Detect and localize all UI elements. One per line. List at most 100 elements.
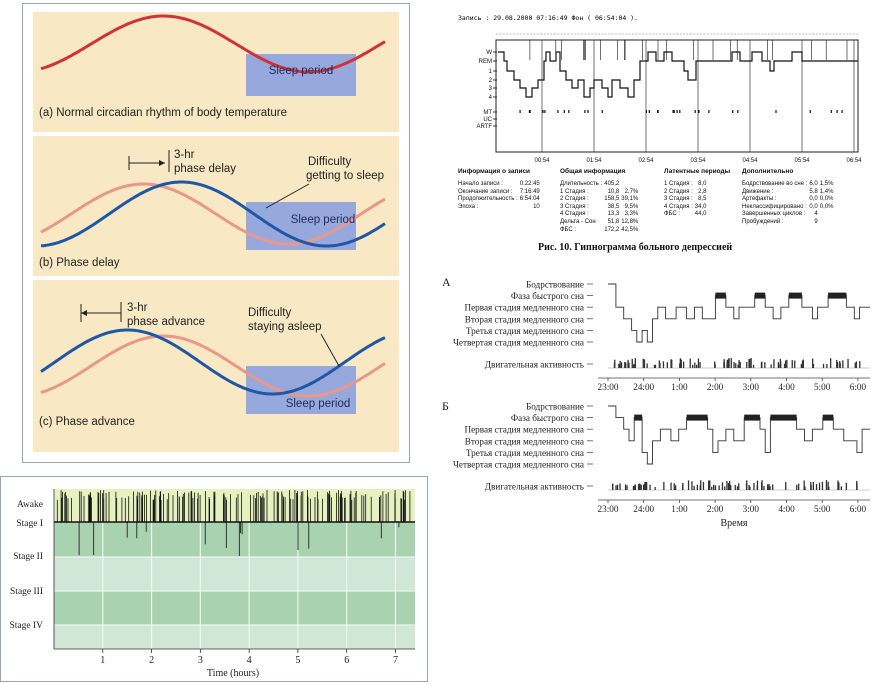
panel-b-activity-bar: [654, 487, 656, 490]
info-cell: [621, 181, 640, 189]
info-cell: 8,5: [698, 196, 707, 203]
info-cell: 6,0: [809, 181, 818, 187]
panel-a-rem-block: [828, 292, 847, 299]
panel-b-stage-label: Бодрствование: [526, 402, 584, 412]
rus-mt-mark: [645, 110, 647, 113]
panel-a-activity-bar: [689, 358, 691, 368]
rus-mt-mark: [830, 110, 832, 113]
info-cell: 3,3%: [624, 211, 639, 218]
rus-mt-mark: [698, 110, 700, 113]
panel-b-x-tick: 1:00: [671, 504, 688, 514]
panel-a-activity-bar: [773, 359, 775, 368]
panel-b-activity-bar: [721, 482, 724, 490]
panel-b-x-tick: 6:00: [850, 504, 867, 514]
latency-section: Латентные периоды 1 Стадия : 8,0 2 Стадия …: [664, 168, 730, 219]
panel-b-activity-bar: [713, 485, 715, 490]
panel-a-rem-block: [788, 292, 802, 299]
panel-b-activity-bar: [663, 481, 665, 490]
panel-b-x-tick: 2:00: [707, 504, 724, 514]
rus-mt-mark: [544, 110, 546, 113]
panel-a-sleep-label: Sleep period: [269, 65, 334, 77]
info-cell: 0:22:45: [519, 181, 540, 187]
panel-b-activity-bar: [675, 485, 677, 490]
panel-a-activity-bar: [791, 360, 793, 368]
panel-a-activity-bar: [738, 360, 740, 368]
rus-mt-mark: [584, 110, 586, 113]
panel-b-activity-bar: [693, 485, 695, 490]
panel-a-activity-bar: [646, 363, 648, 368]
rus-mt-mark: [737, 110, 739, 113]
info-cell: Начало записи :: [458, 181, 503, 187]
panel-b-activity-bar: [632, 486, 635, 490]
rus-y-label: 4: [489, 95, 493, 101]
panel-a-letter: А: [442, 275, 451, 289]
panel-b-activity-bar: [649, 484, 651, 490]
panel-a-activity-bar: [654, 364, 657, 368]
panel-b-x-tick: 4:00: [778, 504, 795, 514]
panel-b-activity-bar: [687, 480, 690, 490]
panel-a-activity-bar: [625, 362, 627, 368]
panel-a-activity-bar: [619, 360, 621, 368]
panel-b-activity-bar: [626, 485, 628, 490]
panel-b-activity-bar: [729, 480, 731, 490]
panel-a-activity-bar: [643, 359, 646, 368]
panel-a-activity-bar: [671, 359, 673, 368]
panel-a-activity-bar: [653, 365, 656, 368]
info-cell: 9: [814, 218, 818, 225]
panel-a-activity-bar: [842, 360, 844, 368]
panel-b-activity-bar: [845, 482, 847, 490]
panel-b-rem-block: [634, 414, 643, 421]
info-row: ФБС : 44,0: [664, 211, 708, 219]
panel-a-activity-bar: [683, 361, 685, 368]
panel-a-activity-bar: [783, 363, 786, 368]
panel-b-letter: Б: [442, 399, 449, 413]
panel-b-shift-label-1: 3-hr: [174, 149, 195, 161]
circadian-chart: Sleep period (a) Normal circadian rhythm…: [33, 12, 399, 452]
info-cell: [820, 219, 836, 227]
info-row: Пробуждений : 9: [742, 219, 835, 227]
extra-table: Бодрствование во сне :6,0 1,5% Движение :5…: [742, 181, 835, 227]
panel-b-stage-label: Первая стадия медленного сна: [464, 425, 584, 435]
panel-a-activity-bar: [830, 358, 832, 368]
panel-b-activity-bar: [818, 482, 821, 490]
en-y-label: Awake: [17, 500, 43, 510]
info-cell: 1 Стадия :: [560, 188, 589, 195]
panel-a-activity-bar: [680, 362, 682, 368]
panel-a-normal-curve: [40, 14, 386, 74]
panel-a-activity-bar: [696, 364, 698, 368]
rus-mt-mark: [672, 110, 674, 113]
panel-b-note-1: Difficulty: [308, 156, 351, 168]
rus-mt-mark: [587, 110, 589, 113]
info-cell: 1,5%: [819, 181, 834, 187]
panel-a-activity-bar: [666, 362, 668, 368]
info-cell: Движение :: [742, 188, 774, 195]
info-cell: Длительность :: [560, 181, 603, 187]
info-cell: 2,7%: [624, 188, 639, 195]
info-cell: 44,0: [694, 211, 707, 218]
panel-b-activity-bar: [756, 480, 759, 490]
panel-a-activity-bar: [627, 359, 629, 368]
en-x-tick: 7: [393, 655, 398, 666]
info-cell: Неклассифицировано :: [742, 203, 807, 210]
panel-a-activity-bar: [662, 361, 665, 368]
panel-a-stage-label: Четвертая стадия медленного сна: [453, 338, 584, 348]
panel-b-delayed-curve: [40, 180, 386, 248]
info-row: ФБС : 172,2 42,5%: [560, 227, 640, 235]
panel-b-activity-bar: [624, 484, 627, 490]
panel-b-activity-bar: [812, 482, 814, 490]
panel-a-activity-bar: [746, 362, 748, 368]
panel-b-activity-bar: [702, 481, 705, 490]
info-row: Дельта - Сон 51,8 12,8%: [560, 219, 640, 227]
panel-b-activity-bar: [700, 480, 702, 490]
panel-a-activity-bar: [631, 358, 633, 368]
panel-c-reference-curve: [40, 334, 386, 398]
rus-y-label: REM: [479, 59, 492, 65]
info-cell: 2 Стадия :: [560, 196, 589, 203]
panel-a-activity-bar: [777, 362, 779, 368]
panel-a-activity-bar: [822, 363, 825, 368]
rus-mt-mark: [676, 110, 678, 113]
panel-a-activity-bar: [812, 364, 815, 368]
info-cell: 6:54:04: [519, 196, 540, 203]
latency-table: 1 Стадия :8,0 2 Стадия :2,8 3 Стадия :8,5 4…: [664, 181, 708, 219]
